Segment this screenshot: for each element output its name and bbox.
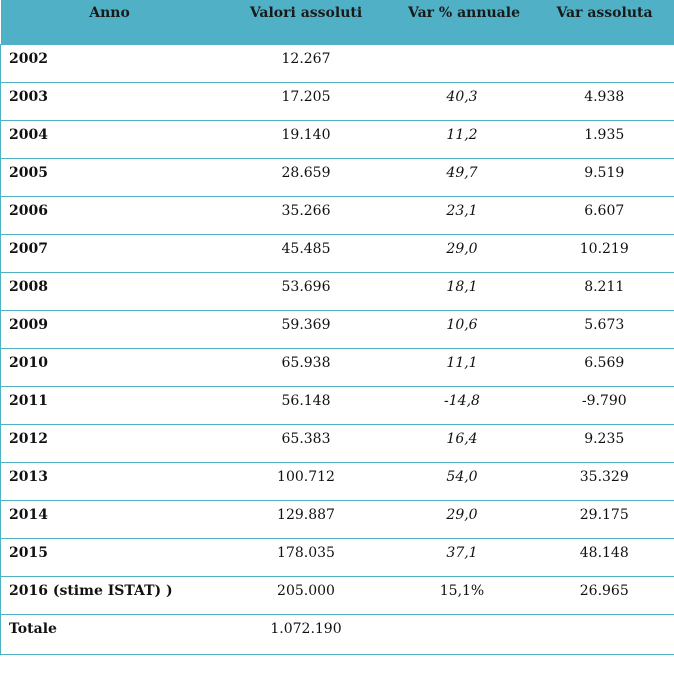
cell-var-pct: 23,1 — [393, 195, 535, 235]
cell-anno: 2014 — [0, 499, 219, 539]
cell-var-abs: 29.175 — [534, 499, 674, 539]
cell-anno: 2003 — [0, 81, 219, 121]
cell-var-pct — [393, 43, 535, 83]
cell-anno: 2011 — [0, 385, 219, 425]
table-row: 2007 45.485 29,0 10.219 — [0, 233, 674, 273]
cell-valori: 28.659 — [218, 157, 394, 197]
cell-var-abs: 10.219 — [534, 233, 674, 273]
cell-var-abs: 48.148 — [534, 537, 674, 577]
cell-var-pct: 15,1% — [393, 575, 535, 615]
cell-anno: 2013 — [0, 461, 219, 501]
table-row: 2009 59.369 10,6 5.673 — [0, 309, 674, 349]
header-var-pct-annuale: Var % annuale — [408, 5, 520, 21]
cell-valori: 65.383 — [218, 423, 394, 463]
table-row: 2004 19.140 11,2 1.935 — [0, 119, 674, 159]
cell-anno: 2009 — [0, 309, 219, 349]
cell-var-pct: 29,0 — [393, 233, 535, 273]
table-row: 2014 129.887 29,0 29.175 — [0, 499, 674, 539]
header-var-assoluta: Var assoluta — [556, 5, 653, 21]
header-row: Anno Valori assoluti Var % annuale Var a… — [0, 0, 674, 44]
cell-var-abs: 9.235 — [534, 423, 674, 463]
cell-var-abs: 4.938 — [534, 81, 674, 121]
cell-var-pct: 10,6 — [393, 309, 535, 349]
cell-anno: 2008 — [0, 271, 219, 311]
table-body: 2002 12.267 2003 17.205 40,3 4.938 2004 … — [0, 43, 674, 655]
table-row: 2016 (stime ISTAT) ) 205.000 15,1% 26.96… — [0, 575, 674, 615]
cell-var-pct: 37,1 — [393, 537, 535, 577]
cell-valori: 178.035 — [218, 537, 394, 577]
cell-valori: 100.712 — [218, 461, 394, 501]
cell-anno: 2004 — [0, 119, 219, 159]
data-table: Anno Valori assoluti Var % annuale Var a… — [0, 0, 674, 655]
cell-valori: 59.369 — [218, 309, 394, 349]
cell-anno: 2007 — [0, 233, 219, 273]
cell-var-pct: 49,7 — [393, 157, 535, 197]
table-row: 2002 12.267 — [0, 43, 674, 83]
cell-valori: 1.072.190 — [218, 613, 394, 655]
cell-var-pct: 11,1 — [393, 347, 535, 387]
cell-anno: 2015 — [0, 537, 219, 577]
table-row: 2015 178.035 37,1 48.148 — [0, 537, 674, 577]
table-row: 2013 100.712 54,0 35.329 — [0, 461, 674, 501]
cell-var-abs: 6.569 — [534, 347, 674, 387]
cell-valori: 129.887 — [218, 499, 394, 539]
header-valori-assoluti: Valori assoluti — [249, 5, 363, 21]
cell-anno: 2010 — [0, 347, 219, 387]
table-row: 2010 65.938 11,1 6.569 — [0, 347, 674, 387]
cell-var-abs: 8.211 — [534, 271, 674, 311]
cell-var-abs: 5.673 — [534, 309, 674, 349]
cell-var-abs — [534, 43, 674, 83]
cell-valori: 53.696 — [218, 271, 394, 311]
table-row-total: Totale 1.072.190 — [0, 613, 674, 655]
cell-anno: Totale — [0, 613, 219, 655]
cell-valori: 45.485 — [218, 233, 394, 273]
cell-var-abs: 6.607 — [534, 195, 674, 235]
cell-valori: 12.267 — [218, 43, 394, 83]
table-row: 2012 65.383 16,4 9.235 — [0, 423, 674, 463]
table-row: 2008 53.696 18,1 8.211 — [0, 271, 674, 311]
cell-var-pct: 16,4 — [393, 423, 535, 463]
cell-var-abs: 9.519 — [534, 157, 674, 197]
cell-valori: 65.938 — [218, 347, 394, 387]
cell-valori: 19.140 — [218, 119, 394, 159]
cell-var-abs: 1.935 — [534, 119, 674, 159]
table-header: Anno Valori assoluti Var % annuale Var a… — [0, 0, 674, 44]
cell-var-abs — [534, 613, 674, 655]
cell-var-pct: 11,2 — [393, 119, 535, 159]
cell-valori: 205.000 — [218, 575, 394, 615]
cell-anno: 2006 — [0, 195, 219, 235]
table-row: 2011 56.148 -14,8 -9.790 — [0, 385, 674, 425]
cell-var-pct: 18,1 — [393, 271, 535, 311]
table-row: 2005 28.659 49,7 9.519 — [0, 157, 674, 197]
table-row: 2003 17.205 40,3 4.938 — [0, 81, 674, 121]
cell-anno: 2012 — [0, 423, 219, 463]
cell-var-pct: 40,3 — [393, 81, 535, 121]
cell-var-abs: -9.790 — [534, 385, 674, 425]
cell-anno: 2016 (stime ISTAT) ) — [0, 575, 219, 615]
cell-var-pct: -14,8 — [393, 385, 535, 425]
cell-var-abs: 26.965 — [534, 575, 674, 615]
cell-var-abs: 35.329 — [534, 461, 674, 501]
cell-valori: 17.205 — [218, 81, 394, 121]
cell-var-pct — [393, 613, 535, 655]
cell-var-pct: 29,0 — [393, 499, 535, 539]
cell-valori: 35.266 — [218, 195, 394, 235]
header-anno: Anno — [89, 5, 130, 21]
table-row: 2006 35.266 23,1 6.607 — [0, 195, 674, 235]
cell-valori: 56.148 — [218, 385, 394, 425]
cell-anno: 2005 — [0, 157, 219, 197]
cell-anno: 2002 — [0, 43, 219, 83]
cell-var-pct: 54,0 — [393, 461, 535, 501]
